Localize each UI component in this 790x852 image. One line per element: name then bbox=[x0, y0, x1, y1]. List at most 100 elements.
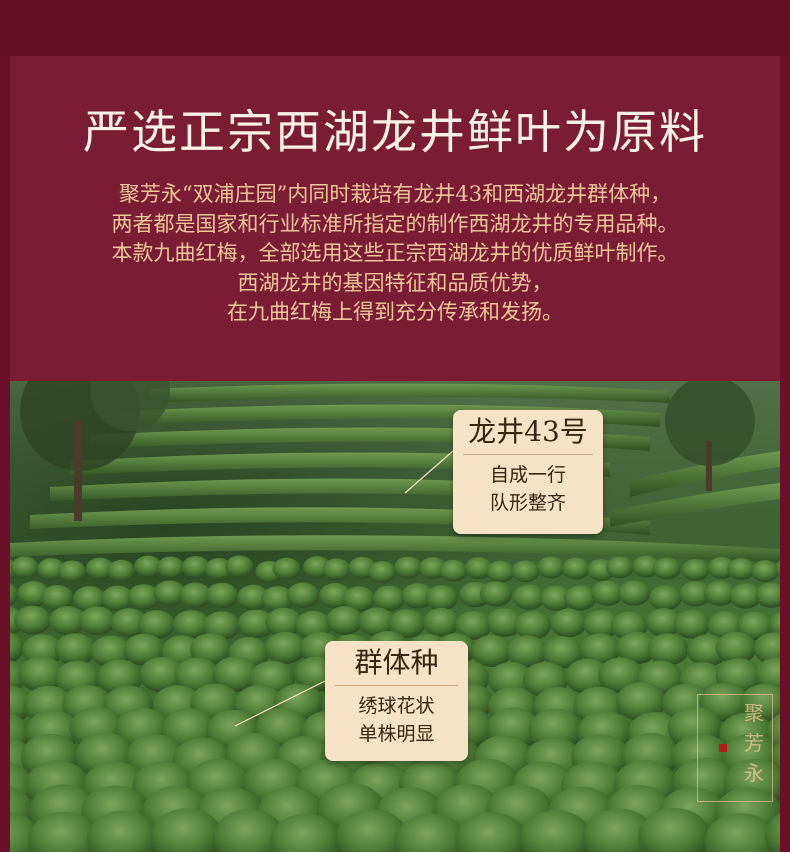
label-desc: 自成一行 队形整齐 bbox=[453, 455, 603, 517]
tea-bush bbox=[514, 611, 552, 640]
tea-bush bbox=[755, 582, 780, 608]
tea-bush bbox=[605, 556, 634, 579]
intro-panel bbox=[10, 56, 780, 381]
tea-bush bbox=[85, 557, 114, 580]
tea-bush bbox=[729, 583, 763, 609]
tea-bush bbox=[583, 609, 620, 639]
tea-bush bbox=[368, 560, 397, 583]
tea-bush bbox=[212, 656, 259, 692]
tea-bush bbox=[326, 606, 364, 635]
tea-bush bbox=[736, 611, 774, 641]
tea-bush bbox=[740, 683, 780, 723]
tea-bush bbox=[373, 585, 406, 611]
tea-bush bbox=[582, 808, 655, 852]
tea-bush bbox=[562, 557, 591, 580]
tea-bush bbox=[715, 631, 757, 665]
tea-bush bbox=[673, 609, 711, 639]
tea-bush bbox=[479, 581, 513, 607]
tea-bush bbox=[265, 607, 303, 637]
tea-bush bbox=[617, 580, 651, 606]
tea-bush bbox=[727, 558, 756, 580]
label-line: 单株明显 bbox=[358, 723, 435, 745]
tea-bush bbox=[110, 608, 148, 637]
tea-bush bbox=[579, 633, 621, 666]
trees bbox=[20, 381, 755, 521]
tea-bush bbox=[237, 609, 275, 639]
tea-bush bbox=[394, 556, 423, 579]
intro-line: 西湖龙井的基因特征和品质优势， bbox=[237, 270, 553, 295]
label-line: 绣球花状 bbox=[358, 695, 435, 717]
tea-bush bbox=[272, 557, 301, 580]
page-title: 严选正宗西湖龙井鲜叶为原料 bbox=[83, 105, 707, 159]
tea-bush bbox=[49, 606, 86, 635]
tea-bush bbox=[471, 634, 513, 668]
tea-bush bbox=[153, 580, 186, 606]
tea-bush bbox=[751, 560, 780, 582]
tea-bush bbox=[134, 555, 163, 578]
tea-bush bbox=[542, 636, 584, 669]
tea-bush bbox=[270, 813, 343, 852]
tea-bush bbox=[139, 656, 186, 693]
tea-bush bbox=[179, 582, 212, 608]
tea-bush bbox=[10, 556, 39, 579]
seal-stamp-icon bbox=[719, 744, 727, 752]
intro-line: 在九曲红梅上得到充分传承和发扬。 bbox=[227, 300, 563, 324]
label-title: 龙井43号 bbox=[463, 410, 593, 455]
label-desc: 绣球花状 单株明显 bbox=[325, 686, 468, 748]
tea-bush bbox=[14, 605, 51, 635]
tea-bush bbox=[455, 611, 492, 640]
tea-bush bbox=[205, 582, 239, 608]
tea-bush bbox=[203, 611, 241, 640]
label-line: 自成一行 bbox=[489, 464, 566, 486]
tea-bush bbox=[418, 557, 447, 579]
tea-bush bbox=[563, 585, 597, 611]
tea-bush bbox=[388, 609, 426, 638]
tea-bush bbox=[753, 632, 780, 665]
tea-bush bbox=[549, 608, 587, 638]
tea-bush bbox=[54, 633, 96, 666]
tea-bush bbox=[138, 610, 175, 639]
tea-bush bbox=[181, 556, 210, 578]
tea-bush bbox=[616, 632, 658, 665]
qunti-label: 群体种 绣球花状 单株明显 bbox=[325, 641, 468, 761]
tea-bush bbox=[703, 580, 737, 606]
tea-bush bbox=[101, 585, 134, 611]
tea-bush bbox=[425, 585, 458, 611]
top-border bbox=[0, 0, 790, 56]
seal-text: 聚芳永 bbox=[744, 701, 764, 785]
tea-bush bbox=[704, 813, 777, 852]
tea-bush bbox=[511, 560, 540, 583]
tea-bush bbox=[681, 558, 710, 581]
tea-bush bbox=[764, 813, 780, 852]
tea-bush bbox=[645, 608, 683, 637]
tea-bush bbox=[632, 555, 661, 578]
tea-bush bbox=[322, 558, 351, 581]
tea-bush bbox=[174, 657, 220, 694]
longjing43-label: 龙井43号 自成一行 队形整齐 bbox=[453, 410, 603, 534]
tea-bush bbox=[539, 585, 573, 611]
intro-line: 聚芳永“双浦庄园”内同时栽培有龙井43和西湖龙井群体种， bbox=[118, 182, 672, 206]
tea-bush bbox=[18, 656, 65, 692]
tea-garden-illustration bbox=[10, 381, 780, 852]
tea-bush bbox=[512, 584, 546, 610]
callout-line bbox=[404, 450, 454, 494]
tea-bush bbox=[649, 585, 682, 611]
tea-bush bbox=[87, 810, 160, 852]
tea-bush bbox=[264, 631, 307, 664]
tea-bush bbox=[212, 809, 285, 852]
tea-bush bbox=[754, 657, 780, 693]
callout-line bbox=[234, 680, 326, 727]
tea-bush bbox=[342, 586, 375, 612]
tea-bush bbox=[336, 809, 409, 852]
intro-text: 聚芳永“双浦庄园”内同时栽培有龙井43和西湖龙井群体种， 两者都是国家和行业标准… bbox=[20, 180, 770, 328]
tea-bush bbox=[439, 559, 468, 582]
tea-bush bbox=[565, 658, 611, 695]
tea-bush bbox=[10, 583, 19, 606]
tea-bush bbox=[58, 560, 87, 583]
tea-bush bbox=[486, 560, 515, 583]
tea-bush bbox=[591, 580, 624, 606]
intro-line: 两者都是国家和行业标准所指定的制作西湖龙井的专用品种。 bbox=[111, 211, 679, 236]
tea-bush bbox=[37, 558, 66, 580]
tea-bush bbox=[423, 607, 460, 637]
tea-bush bbox=[394, 813, 467, 852]
